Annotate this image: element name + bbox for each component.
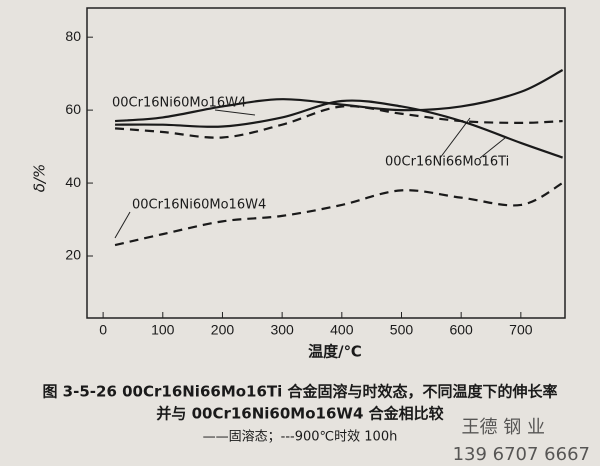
y-axis-label: δ/% [31, 164, 49, 192]
x-tick-label: 300 [270, 322, 294, 338]
data-line [114, 105, 563, 139]
y-tick-label: 40 [65, 174, 81, 190]
x-tick-label: 200 [211, 322, 235, 338]
y-tick-label: 20 [65, 247, 81, 263]
data-line [115, 99, 563, 159]
x-axis-label: 温度/℃ [308, 343, 362, 361]
x-tick-label: 700 [509, 322, 533, 338]
curve-label: 00Cr16Ni60Mo16W4 [132, 198, 266, 213]
x-tick-label: 0 [99, 322, 107, 338]
plot-frame [86, 7, 566, 319]
data-line [114, 182, 564, 247]
watermark: 139 6707 6667 [453, 444, 590, 465]
caption-line: 并与 00Cr16Ni60Mo16W4 合金相比较 [156, 405, 443, 423]
x-tick-label: 500 [390, 322, 414, 338]
x-tick-label: 600 [449, 322, 473, 338]
y-tick-label: 80 [65, 28, 81, 44]
pointer-line [114, 211, 131, 239]
curve-label: 00Cr16Ni66Mo16Ti [385, 155, 509, 170]
x-tick-label: 400 [330, 322, 354, 338]
pointer-line [439, 117, 506, 159]
curve-label: 00Cr16Ni60Mo16W4 [112, 96, 246, 111]
y-tick-label: 60 [65, 101, 81, 117]
caption-line: 图 3-5-26 00Cr16Ni66Mo16Ti 合金固溶与时效态，不同温度下… [42, 383, 557, 401]
data-line [114, 69, 564, 123]
pointer-line [214, 109, 256, 116]
x-tick-label: 100 [151, 322, 175, 338]
watermark: 王德 钢 业 [462, 417, 545, 438]
legend-note: ——固溶态；---900℃时效 100h [203, 430, 398, 445]
